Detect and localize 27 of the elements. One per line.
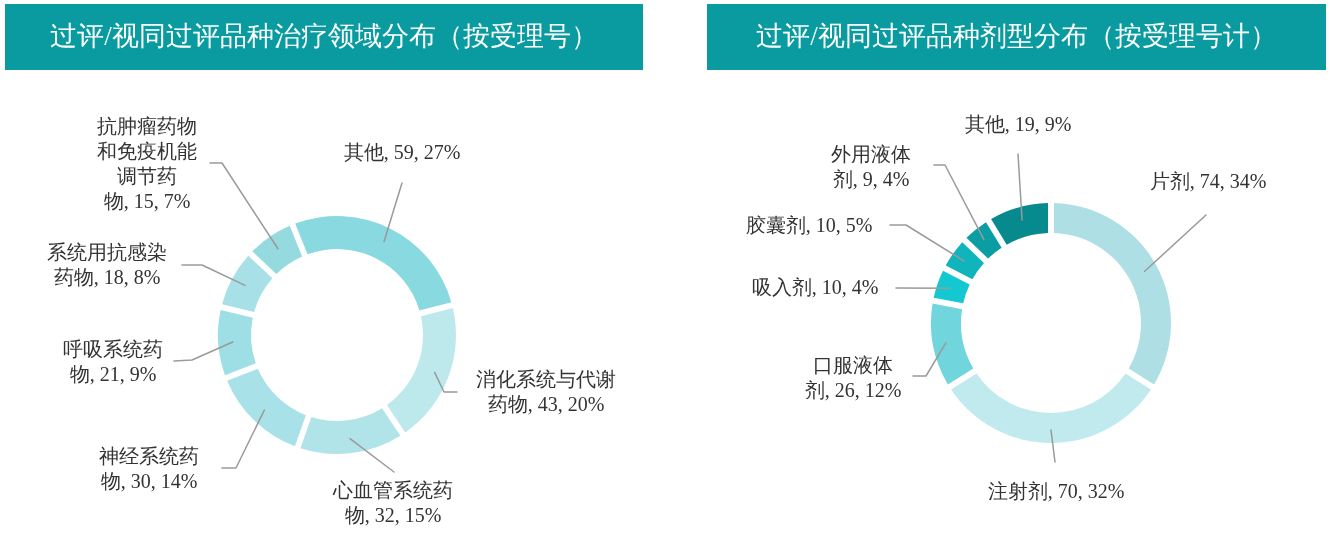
slice-label: 其他, 19, 9% bbox=[964, 113, 1072, 135]
donut-slice bbox=[295, 216, 452, 311]
slice-label: 系统用抗感染药物, 18, 8% bbox=[47, 241, 167, 288]
slice-label: 神经系统药物, 30, 14% bbox=[99, 444, 199, 492]
donut-slice bbox=[933, 270, 970, 304]
chart-title: 过评/视同过评品种剂型分布（按受理号计） bbox=[756, 21, 1277, 51]
donut-slice bbox=[386, 307, 456, 433]
donut-slice bbox=[300, 408, 401, 454]
slice-label: 消化系统与代谢药物, 43, 20% bbox=[476, 368, 616, 415]
slice-label: 胶囊剂, 10, 5% bbox=[745, 214, 873, 236]
slice-label: 吸入剂, 10, 4% bbox=[751, 276, 879, 298]
donut-slice bbox=[966, 222, 1002, 259]
slice-label: 抗肿瘤药物和免疫机能调节药物, 15, 7% bbox=[97, 114, 197, 212]
slice-label: 其他, 59, 27% bbox=[343, 141, 461, 163]
slice-label: 口服液体剂, 26, 12% bbox=[804, 353, 902, 401]
slice-label: 片剂, 74, 34% bbox=[1149, 170, 1267, 192]
donut-slice bbox=[945, 242, 984, 280]
slice-label: 心血管系统药物, 32, 15% bbox=[332, 479, 453, 526]
donut-slice bbox=[222, 255, 273, 313]
slice-label: 外用液体剂, 9, 4% bbox=[831, 142, 911, 190]
slice-label: 注射剂, 70, 32% bbox=[987, 480, 1125, 502]
donut-slice bbox=[252, 225, 303, 274]
donut-slice bbox=[991, 203, 1048, 245]
donut-slice bbox=[227, 368, 306, 447]
chart-title: 过评/视同过评品种治疗领域分布（按受理号） bbox=[50, 21, 598, 51]
slice-label: 呼吸系统药物, 21, 9% bbox=[63, 337, 163, 385]
donut-slice bbox=[931, 303, 974, 385]
